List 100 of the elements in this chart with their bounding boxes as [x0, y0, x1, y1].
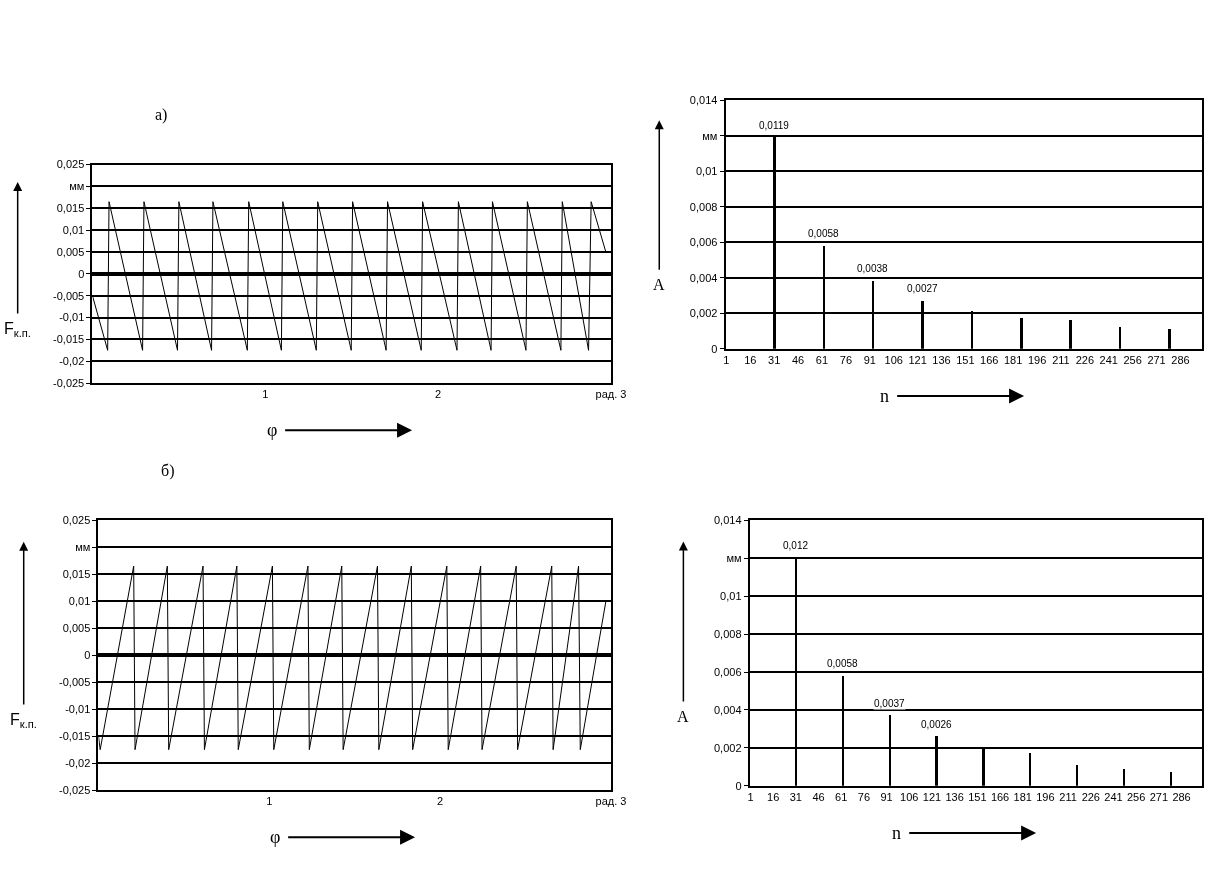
- y-tick-label: -0,01: [59, 311, 85, 324]
- x-tick-label: 31: [789, 791, 802, 804]
- y-tick-label: 0,01: [68, 595, 91, 608]
- x-axis-title: n: [880, 386, 889, 406]
- x-tick-label: 76: [839, 354, 853, 366]
- x-tick-label: 196: [1036, 791, 1055, 804]
- x-tick-label: 271: [1149, 791, 1169, 804]
- x-tick-label: 196: [1027, 354, 1047, 366]
- data-label: 0,012: [783, 540, 809, 551]
- x-tick-label: 241: [1104, 791, 1123, 804]
- y-tick-label: 0: [84, 649, 91, 662]
- x-tick-label: 31: [768, 354, 781, 366]
- y-tick-label: -0,025: [53, 376, 85, 389]
- x-tick-label: 286: [1172, 791, 1191, 804]
- y-tick-label: 0,002: [713, 741, 742, 754]
- y-tick-label: 0,005: [62, 622, 91, 635]
- y-tick-label: -0,015: [53, 333, 85, 346]
- y-tick-label: 0,01: [720, 589, 742, 602]
- x-tick-label: 106: [900, 791, 919, 804]
- x-tick-label: 211: [1052, 354, 1070, 366]
- x-tick-label: 91: [880, 791, 893, 804]
- x-tick-label: 181: [1003, 354, 1023, 366]
- x-tick-label: 136: [945, 791, 964, 804]
- chart-title: б): [161, 462, 175, 480]
- x-tick-label: 256: [1126, 791, 1146, 804]
- y-tick-label: 0,015: [62, 568, 91, 581]
- data-label: 0,0027: [907, 283, 939, 294]
- x-tick-label: 76: [857, 791, 871, 804]
- x-tick-label: 286: [1171, 354, 1190, 366]
- x-tick-label: 2: [437, 795, 444, 808]
- x-tick-label: 226: [1081, 791, 1100, 804]
- x-tick-label: 46: [812, 791, 825, 804]
- x-tick-label: 211: [1059, 791, 1077, 804]
- y-tick-label: -0,02: [65, 757, 91, 770]
- chart-title: а): [155, 106, 168, 124]
- y-tick-label: 0,025: [62, 514, 91, 527]
- x-tick-label: рад. 3: [595, 388, 627, 401]
- x-tick-label: 2: [435, 388, 442, 401]
- x-axis-title: φ: [267, 420, 278, 440]
- y-tick-label: 0,014: [713, 514, 742, 527]
- x-axis-title: φ: [270, 827, 281, 847]
- y-tick-label: 0,002: [689, 307, 718, 320]
- data-label: 0,0119: [759, 120, 790, 131]
- x-tick-label: 151: [968, 791, 987, 804]
- data-label: 0,0058: [808, 228, 840, 239]
- x-tick-label: 241: [1099, 354, 1118, 366]
- x-tick-label: 46: [791, 354, 805, 366]
- y-axis-title: F$_{к.п.}$: [4, 320, 31, 340]
- x-axis-title: n: [892, 823, 901, 843]
- x-tick-label: 16: [744, 354, 757, 366]
- y-tick-label: 0,006: [713, 665, 742, 678]
- data-label: 0,0037: [874, 698, 906, 709]
- y-tick-label: мм: [75, 541, 91, 554]
- y-tick-label: 0,01: [695, 165, 718, 178]
- data-label: 0,0038: [857, 263, 889, 274]
- x-tick-label: рад. 3: [595, 795, 627, 808]
- y-tick-label: 0,006: [689, 236, 718, 249]
- y-tick-label: -0,005: [59, 676, 91, 689]
- y-tick-label: -0,005: [53, 289, 85, 302]
- x-tick-label: 136: [932, 354, 951, 366]
- x-tick-label: 121: [908, 354, 927, 366]
- y-tick-label: 0: [78, 267, 85, 280]
- x-tick-label: 166: [990, 791, 1010, 804]
- y-tick-label: 0: [735, 779, 742, 792]
- x-tick-label: 166: [980, 354, 999, 366]
- x-tick-label: 181: [1013, 791, 1032, 804]
- y-tick-label: 0,004: [689, 271, 718, 284]
- x-tick-label: 256: [1123, 354, 1142, 366]
- y-tick-label: 0,01: [62, 223, 85, 236]
- y-tick-label: мм: [69, 180, 85, 193]
- y-tick-label: -0,015: [59, 730, 91, 743]
- y-tick-label: мм: [702, 129, 718, 142]
- x-tick-label: 61: [835, 791, 848, 804]
- x-tick-label: 151: [956, 354, 975, 366]
- x-tick-label: 121: [922, 791, 942, 804]
- x-tick-label: 271: [1147, 354, 1166, 366]
- y-tick-label: 0,008: [713, 627, 742, 640]
- y-axis-title: F$_{к.п.}$: [10, 711, 37, 731]
- x-tick-label: 91: [863, 354, 876, 366]
- x-tick-label: 106: [884, 354, 903, 366]
- y-tick-label: 0,008: [689, 200, 718, 213]
- y-tick-label: мм: [726, 552, 742, 564]
- x-tick-label: 1: [262, 388, 269, 401]
- y-tick-label: -0,01: [65, 703, 91, 716]
- x-tick-label: 1: [747, 791, 754, 804]
- y-tick-label: -0,02: [59, 355, 85, 368]
- y-tick-label: -0,025: [59, 784, 91, 797]
- y-tick-label: 0,025: [56, 158, 85, 171]
- y-tick-label: 0: [711, 342, 718, 355]
- y-tick-label: 0,004: [713, 703, 742, 716]
- x-tick-label: 1: [723, 354, 730, 366]
- y-tick-label: 0,015: [56, 202, 85, 215]
- x-tick-label: 61: [815, 354, 829, 366]
- y-tick-label: 0,005: [56, 245, 85, 258]
- x-tick-label: 1: [266, 795, 273, 808]
- data-label: 0,0026: [921, 719, 953, 730]
- x-tick-label: 226: [1075, 354, 1095, 366]
- y-axis-title: A: [677, 708, 689, 725]
- data-label: 0,0058: [827, 658, 859, 669]
- x-tick-label: 16: [767, 791, 780, 804]
